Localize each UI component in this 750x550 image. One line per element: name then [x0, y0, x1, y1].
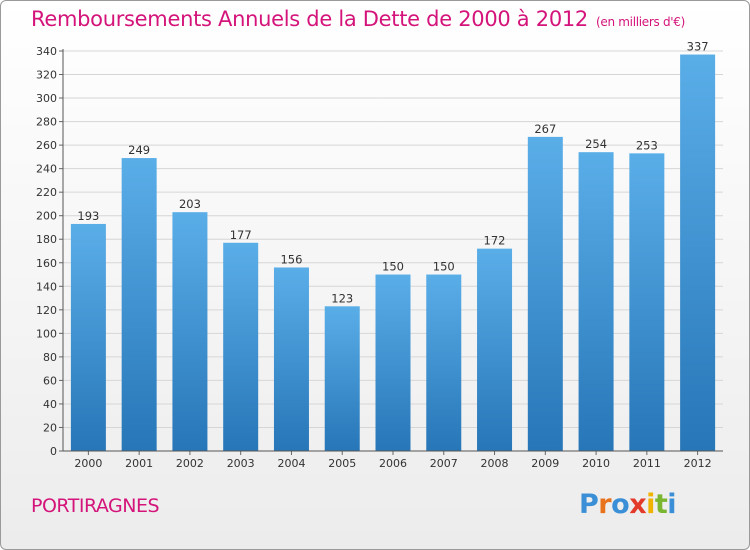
bar: [527, 136, 563, 451]
bar: [70, 223, 106, 451]
value-label: 156: [280, 252, 302, 266]
bar: [172, 212, 208, 451]
x-tick-label: 2003: [227, 457, 255, 470]
bars: [70, 54, 716, 452]
value-label: 193: [77, 209, 99, 223]
y-tick-label: 80: [43, 351, 57, 364]
logo-letter: i: [667, 489, 677, 520]
y-tick-label: 240: [36, 163, 57, 176]
value-label: 172: [484, 234, 506, 248]
value-label: 150: [382, 260, 404, 274]
x-tick-label: 2006: [379, 457, 407, 470]
bar: [477, 248, 513, 451]
chart-subtitle: (en milliers d'€): [596, 15, 686, 29]
x-tick-label: 2005: [328, 457, 356, 470]
y-tick-label: 40: [43, 398, 57, 411]
value-label: 337: [687, 40, 709, 54]
bar: [273, 267, 309, 451]
x-tick-label: 2012: [684, 457, 712, 470]
value-label: 123: [331, 291, 353, 305]
y-tick-label: 340: [36, 45, 57, 58]
x-tick-label: 2007: [430, 457, 458, 470]
y-tick-label: 100: [36, 327, 57, 340]
logo-letter: o: [611, 489, 630, 520]
x-tick-label: 2004: [277, 457, 305, 470]
y-tick-label: 60: [43, 374, 57, 387]
bar: [426, 274, 462, 451]
bar: [121, 158, 157, 451]
y-tick-label: 300: [36, 92, 57, 105]
y-axis-ticks: 0 20 40 60 80 100 120 140 160 180 200 220 240 260 280 3…: [36, 45, 63, 458]
logo-letter: t: [654, 489, 668, 520]
y-tick-label: 260: [36, 139, 57, 152]
y-tick-label: 140: [36, 280, 57, 293]
chart-title-text: Remboursements Annuels de la Dette de 20…: [31, 7, 588, 31]
y-tick-label: 160: [36, 257, 57, 270]
bar: [629, 153, 665, 451]
bar: [375, 274, 411, 451]
city-name: PORTIRAGNES: [31, 495, 160, 517]
x-tick-label: 2001: [125, 457, 153, 470]
logo-letter: r: [598, 489, 612, 520]
logo-letter: i: [646, 489, 655, 520]
bar: [223, 242, 259, 451]
value-labels: 193 249 203 177 156 123 150 150 172 267 254 253 337: [77, 40, 708, 306]
value-label: 150: [433, 260, 455, 274]
x-axis-ticks: 2000 2001 2002 2003 2004 2005 2006 2007 2008 2009…: [74, 451, 712, 470]
y-tick-label: 120: [36, 304, 57, 317]
proxiti-logo: Proxiti: [579, 489, 677, 520]
value-label: 253: [636, 138, 658, 152]
logo-letter: x: [629, 489, 647, 520]
y-tick-label: 0: [50, 445, 57, 458]
y-tick-label: 200: [36, 210, 57, 223]
x-tick-label: 2002: [176, 457, 204, 470]
value-label: 203: [179, 197, 201, 211]
y-tick-label: 280: [36, 116, 57, 129]
x-tick-label: 2000: [74, 457, 102, 470]
value-label: 267: [534, 122, 556, 136]
x-tick-label: 2011: [633, 457, 661, 470]
value-label: 249: [128, 143, 150, 157]
bar: [324, 306, 360, 451]
axes: [62, 49, 723, 452]
bar: [578, 152, 614, 452]
y-tick-label: 20: [43, 421, 57, 434]
logo-letter: P: [579, 489, 599, 520]
y-tick-label: 320: [36, 69, 57, 82]
y-tick-label: 220: [36, 186, 57, 199]
x-tick-label: 2009: [531, 457, 559, 470]
x-tick-label: 2008: [481, 457, 509, 470]
value-label: 254: [585, 137, 607, 151]
x-tick-label: 2010: [582, 457, 610, 470]
y-tick-label: 180: [36, 233, 57, 246]
value-label: 177: [230, 228, 252, 242]
bar: [680, 54, 716, 451]
chart-title: Remboursements Annuels de la Dette de 20…: [31, 7, 685, 31]
